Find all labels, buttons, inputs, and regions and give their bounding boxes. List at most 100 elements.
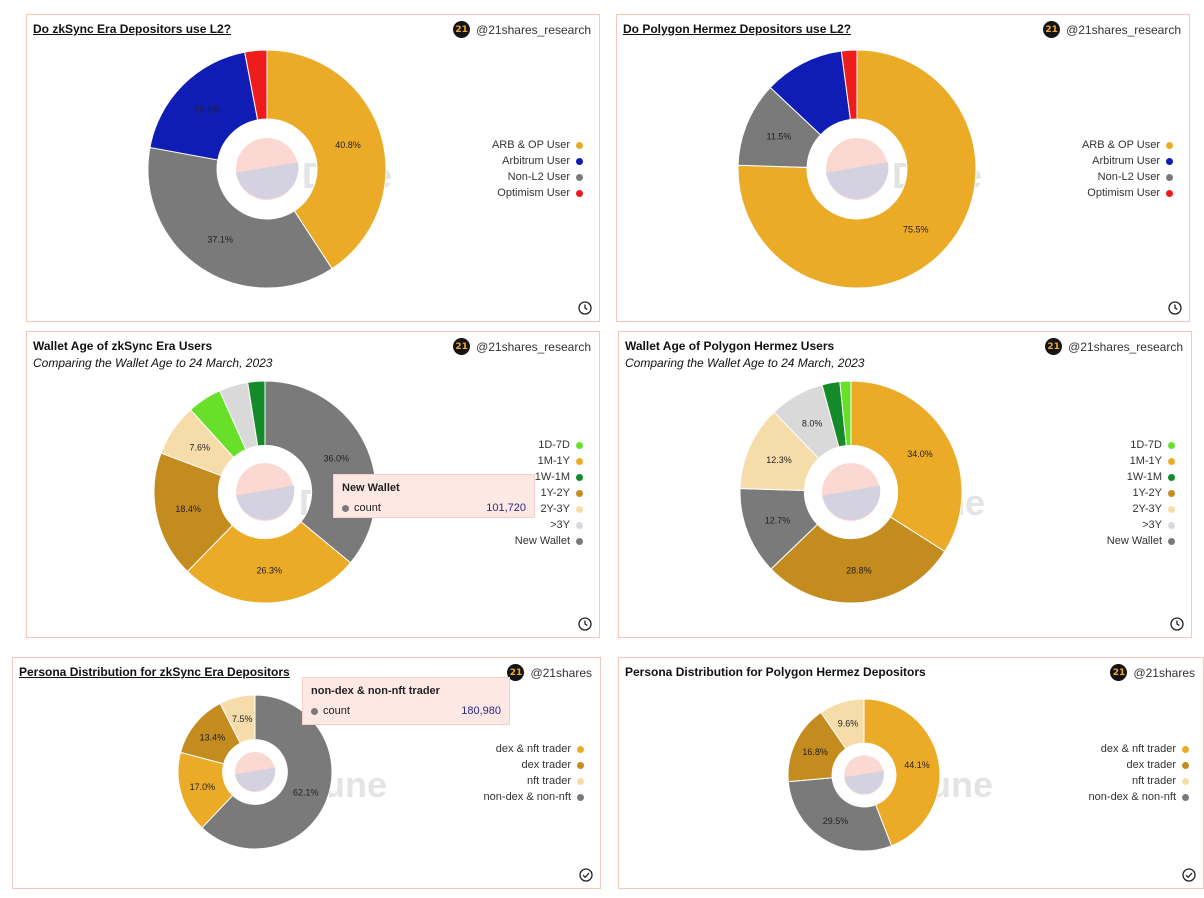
legend-item[interactable]: Non-L2 User: [492, 169, 583, 185]
legend-item[interactable]: Non-L2 User: [1082, 169, 1173, 185]
slice-label: 34.0%: [907, 449, 933, 459]
check-circle-icon[interactable]: [579, 868, 593, 882]
legend-item[interactable]: 1M-1Y: [1107, 453, 1175, 469]
tooltip-title: non-dex & non-nft trader: [311, 685, 440, 697]
slice-1w-1m[interactable]: [247, 380, 266, 447]
legend-swatch: [1182, 745, 1189, 753]
legend-item[interactable]: >3Y: [1107, 517, 1175, 533]
panel-title[interactable]: Wallet Age of zkSync Era Users: [33, 339, 213, 353]
legend-label: Arbitrum User: [502, 155, 570, 167]
dune-logo-icon: [844, 755, 885, 795]
panel-title[interactable]: Persona Distribution for zkSync Era Depo…: [19, 665, 290, 679]
slice-1y-2y[interactable]: [770, 516, 946, 604]
legend-item[interactable]: >3Y: [515, 517, 583, 533]
legend-item[interactable]: New Wallet: [1107, 533, 1175, 549]
panel-title[interactable]: Wallet Age of Polygon Hermez Users: [625, 339, 835, 353]
legend-item[interactable]: Optimism User: [492, 185, 583, 201]
legend-item[interactable]: 2Y-3Y: [515, 501, 583, 517]
legend-swatch: [1166, 157, 1173, 165]
chart-legend: 1D-7D 1M-1Y 1W-1M 1Y-2Y 2Y-3Y >3Y New Wallet: [515, 437, 583, 549]
panel-title[interactable]: Do Polygon Hermez Depositors use L2?: [623, 22, 852, 36]
legend-swatch: [1182, 761, 1189, 769]
brand-badge[interactable]: 21 @21shares_research: [453, 338, 591, 355]
legend-item[interactable]: Optimism User: [1082, 185, 1173, 201]
clock-icon[interactable]: [578, 301, 592, 315]
legend-label: 1Y-2Y: [540, 487, 570, 499]
legend-label: non-dex & non-nft: [1088, 791, 1176, 803]
legend-label: non-dex & non-nft: [483, 791, 571, 803]
legend-swatch: [577, 745, 584, 753]
panel-polygon-persona: Persona Distribution for Polygon Hermez …: [618, 657, 1204, 889]
legend-swatch: [576, 457, 583, 465]
slice-label: 40.8%: [335, 140, 361, 150]
legend-item[interactable]: non-dex & non-nft: [1089, 789, 1189, 805]
legend-swatch: [577, 761, 584, 769]
brand-badge[interactable]: 21 @21shares_research: [1043, 21, 1181, 38]
brand-logo-icon: 21: [453, 338, 471, 355]
legend-item[interactable]: 1M-1Y: [515, 453, 583, 469]
panel-subtitle: Comparing the Wallet Age to 24 March, 20…: [625, 356, 865, 370]
brand-badge[interactable]: 21 @21shares_research: [1045, 338, 1183, 355]
chart-legend: 1D-7D 1M-1Y 1W-1M 1Y-2Y 2Y-3Y >3Y New Wallet: [1107, 437, 1175, 549]
legend-item[interactable]: ARB & OP User: [1082, 137, 1173, 153]
legend-item[interactable]: dex & nft trader: [1089, 741, 1189, 757]
legend-item[interactable]: dex trader: [484, 757, 584, 773]
clock-icon[interactable]: [1168, 301, 1182, 315]
slice-nft-trader[interactable]: [219, 694, 256, 744]
slice-arbitrum-user[interactable]: [149, 51, 259, 161]
legend-swatch: [576, 141, 583, 149]
slice-label: 19.1%: [194, 104, 220, 114]
legend-item[interactable]: 2Y-3Y: [1107, 501, 1175, 517]
panel-zksync-l2-usage: Do zkSync Era Depositors use L2? 21 @21sh…: [26, 14, 600, 322]
legend-item[interactable]: 1D-7D: [1107, 437, 1175, 453]
panel-title[interactable]: Do zkSync Era Depositors use L2?: [33, 22, 232, 36]
clock-icon[interactable]: [578, 617, 592, 631]
legend-label: New Wallet: [514, 535, 570, 547]
legend-item[interactable]: 1W-1M: [1107, 469, 1175, 485]
legend-item[interactable]: dex & nft trader: [484, 741, 584, 757]
legend-label: Arbitrum User: [1092, 155, 1160, 167]
legend-item[interactable]: 1Y-2Y: [515, 485, 583, 501]
slice-arb-op-user[interactable]: [737, 49, 977, 289]
panel-title[interactable]: Persona Distribution for Polygon Hermez …: [625, 665, 926, 679]
slice-optimism-user[interactable]: [244, 49, 268, 121]
slice-dex-nft-trader[interactable]: [863, 698, 941, 847]
slice-non-dex-non-nft[interactable]: [201, 694, 333, 850]
legend-swatch: [576, 521, 583, 529]
legend-item[interactable]: dex trader: [1089, 757, 1189, 773]
slice-1y-2y[interactable]: [153, 452, 234, 573]
brand-logo-icon: 21: [453, 21, 471, 38]
legend-item[interactable]: nft trader: [484, 773, 584, 789]
clock-icon[interactable]: [1170, 617, 1184, 631]
legend-item[interactable]: Arbitrum User: [492, 153, 583, 169]
legend-swatch: [576, 505, 583, 513]
brand-badge[interactable]: 21 @21shares: [507, 664, 592, 681]
legend-item[interactable]: nft trader: [1089, 773, 1189, 789]
legend-label: Non-L2 User: [507, 171, 570, 183]
legend-item[interactable]: New Wallet: [515, 533, 583, 549]
legend-label: nft trader: [526, 775, 571, 787]
legend-item[interactable]: 1W-1M: [515, 469, 583, 485]
slice-1m-1y[interactable]: [186, 521, 352, 604]
slice-non-l2-user[interactable]: [147, 146, 333, 289]
brand-badge[interactable]: 21 @21shares: [1110, 664, 1195, 681]
legend-item[interactable]: Arbitrum User: [1082, 153, 1173, 169]
brand-badge[interactable]: 21 @21shares_research: [453, 21, 591, 38]
legend-item[interactable]: non-dex & non-nft: [484, 789, 584, 805]
legend-label: Optimism User: [1087, 187, 1160, 199]
slice-1d-7d[interactable]: [839, 380, 852, 447]
legend-label: 1M-1Y: [1129, 455, 1162, 467]
check-circle-icon[interactable]: [1182, 868, 1196, 882]
dune-logo-icon: [234, 751, 276, 793]
slice-non-dex-non-nft[interactable]: [787, 777, 893, 852]
legend-item[interactable]: 1Y-2Y: [1107, 485, 1175, 501]
slice-optimism-user[interactable]: [840, 49, 858, 121]
legend-item[interactable]: 1D-7D: [515, 437, 583, 453]
legend-item[interactable]: ARB & OP User: [492, 137, 583, 153]
slice-label: 75.5%: [903, 225, 929, 235]
slice-1m-1y[interactable]: [850, 380, 963, 553]
legend-label: ARB & OP User: [491, 139, 570, 151]
slice-label: 16.8%: [802, 747, 828, 757]
slice-nft-trader[interactable]: [820, 698, 865, 750]
donut-chart: 62.1% 17.0% 13.4% 7.5%: [177, 694, 333, 850]
